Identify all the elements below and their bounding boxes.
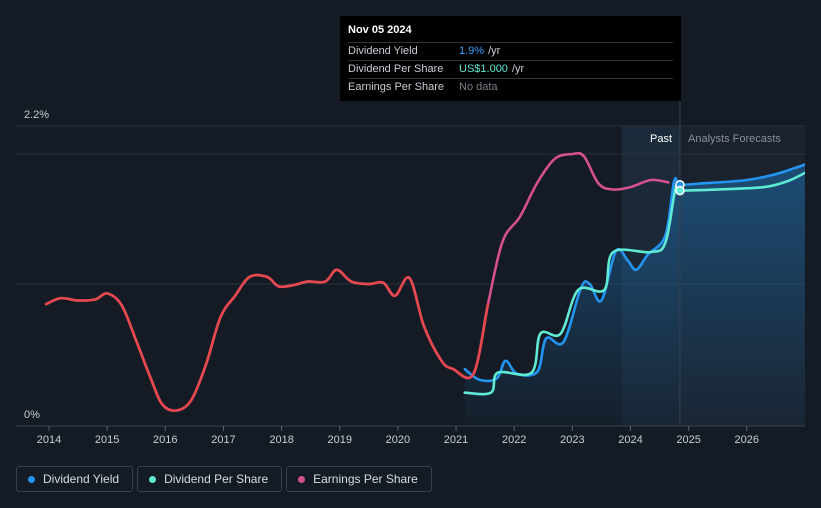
y-tick-label: 0% <box>24 409 40 421</box>
y-axis: 0% 2.2% <box>24 109 49 421</box>
legend-dot <box>298 475 306 483</box>
tooltip-label: Earnings Per Share <box>348 81 444 93</box>
tooltip: Nov 05 2024 Dividend Yield 1.9% /yr Divi… <box>340 16 681 101</box>
tooltip-value: US$1.000 <box>459 63 508 75</box>
x-axis: 2014 2015 2016 2017 2018 2019 2020 2021 2022 2023… <box>37 426 759 446</box>
tooltip-unit: /yr <box>488 45 501 57</box>
x-tick-label: 2016 <box>153 434 177 446</box>
x-tick-label: 2019 <box>328 434 352 446</box>
forecast-label: Analysts Forecasts <box>688 133 781 145</box>
series-layer <box>44 151 805 426</box>
x-tick-label: 2015 <box>95 434 119 446</box>
past-label: Past <box>650 133 672 145</box>
tooltip-row-dividend-yield: Dividend Yield 1.9% /yr <box>348 43 673 61</box>
hover-markers <box>675 179 685 196</box>
legend-dot <box>149 475 157 483</box>
legend-dividend-per-share[interactable]: Dividend Per Share <box>137 466 283 492</box>
y-tick-label: 2.2% <box>24 109 49 121</box>
x-tick-label: 2017 <box>211 434 235 446</box>
legend-label: Dividend Yield <box>43 472 120 486</box>
x-tick-label: 2014 <box>37 434 61 446</box>
legend-label: Earnings Per Share <box>313 472 418 486</box>
earnings-per-share-line-segment <box>44 268 490 412</box>
dividend-per-share-marker <box>675 185 685 196</box>
legend: Dividend Yield Dividend Per Share Earnin… <box>16 466 432 492</box>
tooltip-row-earnings-per-share: Earnings Per Share No data <box>348 79 673 96</box>
x-tick-label: 2018 <box>269 434 293 446</box>
x-tick-label: 2024 <box>618 434 642 446</box>
x-tick-label: 2023 <box>560 434 584 446</box>
tooltip-value: No data <box>459 81 498 93</box>
legend-dot <box>28 475 35 483</box>
legend-label: Dividend Per Share <box>164 472 269 486</box>
tooltip-label: Dividend Per Share <box>348 63 444 75</box>
legend-earnings-per-share[interactable]: Earnings Per Share <box>286 466 432 492</box>
dividend-per-share-line <box>463 171 805 396</box>
tooltip-unit: /yr <box>511 63 525 75</box>
x-tick-label: 2022 <box>502 434 526 446</box>
tooltip-date: Nov 05 2024 <box>348 16 673 43</box>
tooltip-label: Dividend Yield <box>348 45 418 57</box>
tooltip-row-dividend-per-share: Dividend Per Share US$1.000 /yr <box>348 61 673 79</box>
x-tick-label: 2026 <box>735 434 759 446</box>
tooltip-value: 1.9% <box>459 45 485 57</box>
x-tick-label: 2025 <box>676 434 700 446</box>
x-tick-label: 2021 <box>444 434 468 446</box>
legend-dividend-yield[interactable]: Dividend Yield <box>16 466 134 492</box>
dividend-yield-area <box>464 164 805 426</box>
x-tick-label: 2020 <box>386 434 410 446</box>
